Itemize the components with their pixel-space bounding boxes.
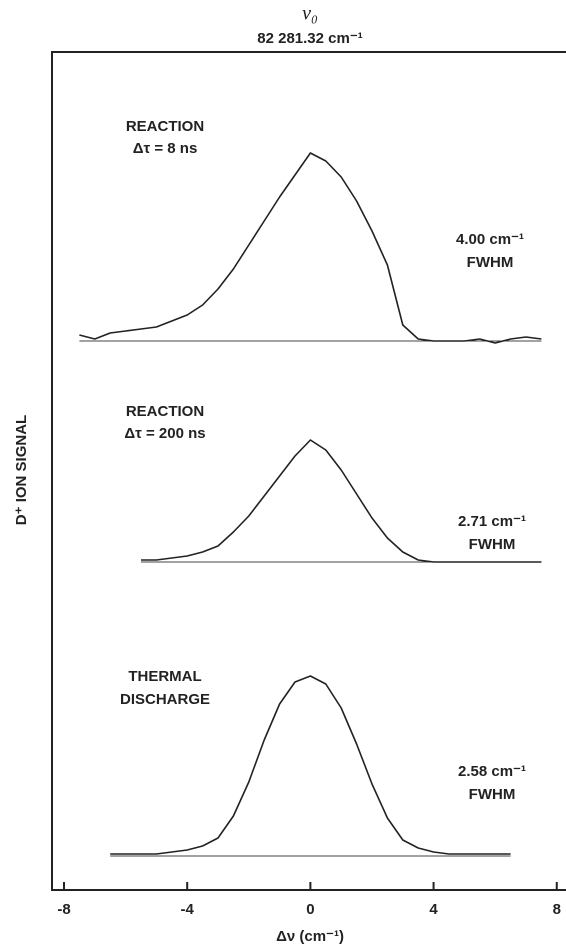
annotation: REACTION xyxy=(126,403,204,420)
x-tick-label: -4 xyxy=(181,901,195,918)
annotation: THERMAL xyxy=(128,668,201,685)
annotation: REACTION xyxy=(126,118,204,135)
annotation: DISCHARGE xyxy=(120,691,210,708)
x-tick-label: -8 xyxy=(57,901,70,918)
annotation: FWHM xyxy=(467,254,514,271)
axes-frame xyxy=(51,51,566,891)
annotation: Δτ = 200 ns xyxy=(124,425,205,442)
annotation: Δτ = 8 ns xyxy=(133,140,198,157)
x-tick-label: 4 xyxy=(429,901,438,918)
annotation: 4.00 cm⁻¹ xyxy=(456,231,524,248)
signal-line xyxy=(79,152,542,344)
x-tick-label: 0 xyxy=(306,901,314,918)
signal-line xyxy=(141,439,542,563)
chart-title: ν₀ xyxy=(302,3,318,25)
annotation: FWHM xyxy=(469,786,516,803)
annotation: 2.71 cm⁻¹ xyxy=(458,513,526,530)
x-axis-label: Δν (cm⁻¹) xyxy=(276,928,344,945)
annotation: 2.58 cm⁻¹ xyxy=(458,763,526,780)
annotation: FWHM xyxy=(469,536,516,553)
chart-subtitle: 82 281.32 cm⁻¹ xyxy=(257,30,363,47)
x-tick-label: 8 xyxy=(553,901,561,918)
y-axis-label: D⁺ ION SIGNAL xyxy=(13,415,30,525)
signal-line xyxy=(110,675,511,855)
